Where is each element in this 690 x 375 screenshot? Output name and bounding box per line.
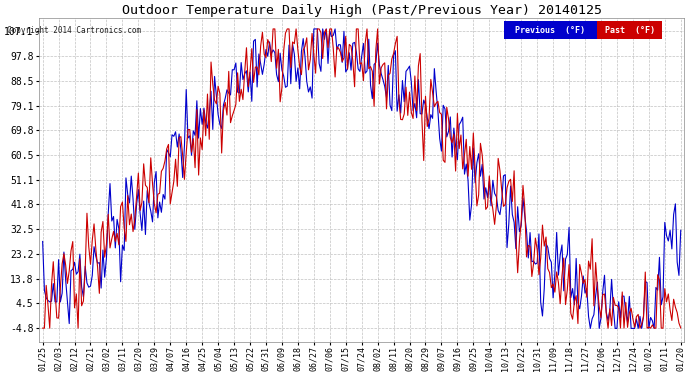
Text: Previous  (°F): Previous (°F) — [515, 26, 585, 35]
Title: Outdoor Temperature Daily High (Past/Previous Year) 20140125: Outdoor Temperature Daily High (Past/Pre… — [121, 4, 602, 17]
Text: Past  (°F): Past (°F) — [604, 26, 655, 35]
Text: Copyright 2014 Cartronics.com: Copyright 2014 Cartronics.com — [7, 26, 141, 35]
